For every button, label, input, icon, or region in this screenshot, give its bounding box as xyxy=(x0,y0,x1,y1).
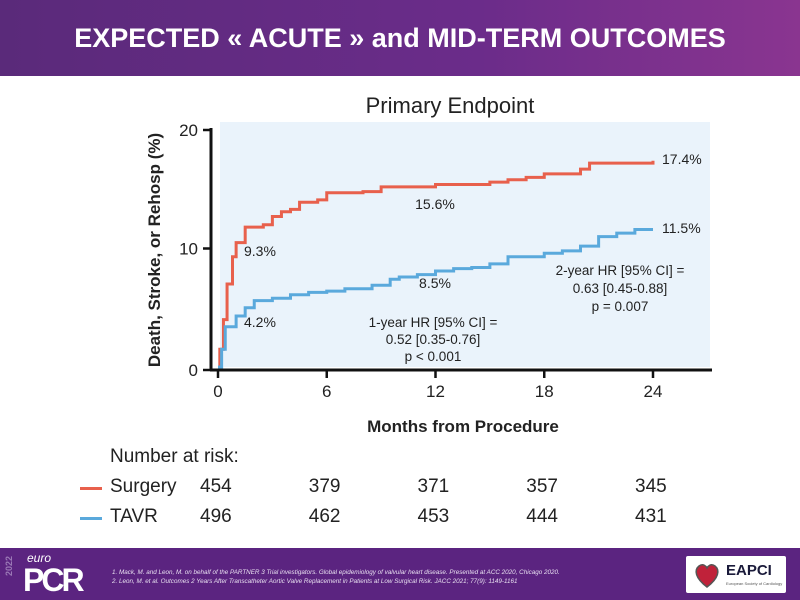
risk-table-title: Number at risk: xyxy=(110,446,239,467)
label-tavr-30d: 4.2% xyxy=(244,314,276,330)
slide-footer xyxy=(0,548,800,600)
risk-value: 462 xyxy=(308,506,341,527)
eapci-logo: EAPCI European Society of Cardiology xyxy=(686,556,786,593)
risk-row-label: TAVR xyxy=(110,506,158,527)
hr2-line1: 2-year HR [95% CI] = xyxy=(556,263,685,278)
logo-pcr: PCR xyxy=(23,562,85,598)
risk-value: 496 xyxy=(200,506,232,527)
hr2-line2: 0.63 [0.45-0.88] xyxy=(573,281,668,296)
km-chart: Primary Endpoint 0 6 12 18 24 0 10 20 Death, St… xyxy=(145,93,712,436)
label-surgery-1yr: 15.6% xyxy=(415,196,455,212)
legend-swatch-tavr xyxy=(80,517,102,520)
legend-swatch-surgery xyxy=(80,487,102,490)
reference-2: 2. Leon, M. et al. Outcomes 2 Years Afte… xyxy=(112,578,518,585)
y-tick-label: 20 xyxy=(179,121,198,140)
references: 1. Mack, M. and Leon, M. on behalf of th… xyxy=(112,568,560,586)
y-axis-label: Death, Stroke, or Rehosp (%) xyxy=(145,133,164,367)
risk-value: 431 xyxy=(635,506,667,527)
label-tavr-1yr: 8.5% xyxy=(419,275,451,291)
logo-euro: euro xyxy=(27,551,52,565)
chart-title: Primary Endpoint xyxy=(366,93,535,118)
x-tick-label: 6 xyxy=(322,382,331,401)
x-tick-label: 18 xyxy=(535,382,554,401)
x-tick-label: 24 xyxy=(644,382,663,401)
reference-1: 1. Mack, M. and Leon, M. on behalf of th… xyxy=(112,569,560,576)
risk-value: 453 xyxy=(417,506,450,527)
risk-value: 444 xyxy=(526,506,558,527)
x-tick-label: 0 xyxy=(213,382,222,401)
risk-value: 345 xyxy=(635,476,667,497)
plot-background xyxy=(220,122,710,367)
eapci-subtext: European Society of Cardiology xyxy=(726,581,783,586)
risk-value: 357 xyxy=(526,476,558,497)
risk-value: 379 xyxy=(308,476,341,497)
hr1-line2: 0.52 [0.35-0.76] xyxy=(386,332,481,347)
risk-value: 371 xyxy=(417,476,450,497)
x-axis-label: Months from Procedure xyxy=(367,417,559,436)
hr1-line3: p < 0.001 xyxy=(405,349,462,364)
heart-icon xyxy=(695,564,719,588)
risk-row-label: Surgery xyxy=(110,476,177,497)
slide-header: EXPECTED « ACUTE » and MID-TERM OUTCOMES xyxy=(0,0,800,76)
label-surgery-2yr: 17.4% xyxy=(662,151,702,167)
label-surgery-30d: 9.3% xyxy=(244,243,276,259)
logo-year: 2022 xyxy=(4,556,14,577)
x-tick-label: 12 xyxy=(426,382,445,401)
series-line-surgery xyxy=(218,160,655,369)
hr1-line1: 1-year HR [95% CI] = xyxy=(369,315,498,330)
hr2-line3: p = 0.007 xyxy=(592,299,649,314)
series-line-tavr xyxy=(218,228,653,369)
label-tavr-2yr: 11.5% xyxy=(662,220,701,236)
slide-title: EXPECTED « ACUTE » and MID-TERM OUTCOMES xyxy=(74,22,726,53)
eapci-text: EAPCI xyxy=(726,562,772,579)
y-tick-label: 10 xyxy=(179,240,198,259)
risk-value: 454 xyxy=(200,476,232,497)
y-tick-label: 0 xyxy=(189,361,198,380)
